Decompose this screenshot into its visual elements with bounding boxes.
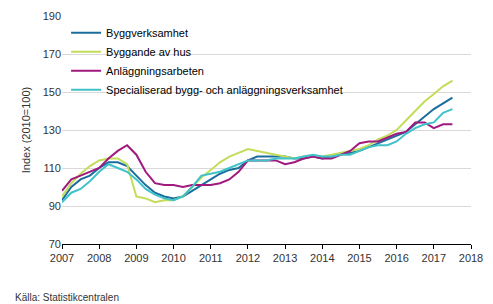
svg-text:2016: 2016 bbox=[384, 252, 408, 264]
svg-text:130: 130 bbox=[43, 124, 61, 136]
svg-text:2012: 2012 bbox=[236, 252, 260, 264]
svg-text:2015: 2015 bbox=[347, 252, 371, 264]
svg-text:150: 150 bbox=[43, 86, 61, 98]
svg-text:2014: 2014 bbox=[310, 252, 334, 264]
svg-text:Anläggningsarbeten: Anläggningsarbeten bbox=[106, 65, 204, 77]
svg-text:Specialiserad bygg- och anlägg: Specialiserad bygg- och anläggningsverks… bbox=[106, 84, 343, 96]
svg-text:70: 70 bbox=[49, 238, 61, 250]
svg-text:Byggande av hus: Byggande av hus bbox=[106, 46, 192, 58]
svg-text:2010: 2010 bbox=[161, 252, 185, 264]
svg-text:110: 110 bbox=[43, 162, 61, 174]
svg-text:2011: 2011 bbox=[199, 252, 223, 264]
svg-text:90: 90 bbox=[49, 200, 61, 212]
svg-text:2017: 2017 bbox=[422, 252, 446, 264]
svg-text:170: 170 bbox=[43, 48, 61, 60]
svg-text:2008: 2008 bbox=[87, 252, 111, 264]
svg-text:2007: 2007 bbox=[50, 252, 74, 264]
svg-text:2018: 2018 bbox=[459, 252, 483, 264]
svg-text:Byggverksamhet: Byggverksamhet bbox=[106, 27, 188, 39]
svg-text:Källa: Statistikcentralen: Källa: Statistikcentralen bbox=[15, 292, 119, 303]
svg-text:Index (2010=100): Index (2010=100) bbox=[20, 87, 32, 174]
svg-text:2009: 2009 bbox=[124, 252, 148, 264]
svg-text:2013: 2013 bbox=[273, 252, 297, 264]
svg-text:190: 190 bbox=[43, 10, 61, 22]
